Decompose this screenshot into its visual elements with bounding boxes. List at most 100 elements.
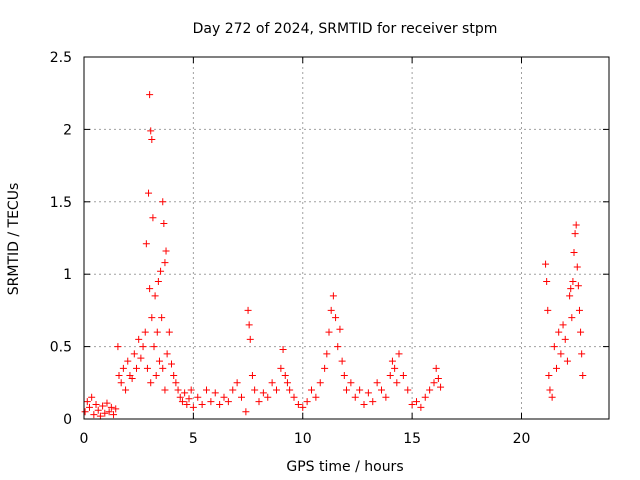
- data-point: [154, 277, 162, 285]
- x-tick-label: 0: [80, 431, 89, 447]
- data-point: [207, 398, 215, 406]
- data-point: [159, 198, 167, 206]
- data-point: [378, 386, 385, 394]
- data-point: [92, 401, 100, 409]
- axes: 0 5 10 15 20 0 0.5 1 1.5 2 2.5: [50, 50, 609, 447]
- data-point: [264, 393, 272, 401]
- data-point: [176, 393, 184, 401]
- data-point: [434, 374, 442, 382]
- y-tick-label: 1: [63, 267, 72, 283]
- data-point: [148, 314, 156, 322]
- data-point: [147, 379, 155, 387]
- data-point: [198, 401, 206, 409]
- data-point: [115, 372, 123, 380]
- data-point: [246, 335, 254, 343]
- y-tick-label: 2.5: [50, 50, 72, 66]
- data-point: [124, 357, 132, 365]
- data-point: [170, 372, 178, 380]
- data-point: [351, 393, 359, 401]
- data-point: [161, 259, 169, 267]
- data-point: [437, 383, 445, 391]
- y-tick-label: 1.5: [50, 195, 72, 211]
- data-point: [181, 389, 189, 397]
- data-point: [117, 379, 125, 387]
- data-point: [568, 314, 576, 322]
- data-point: [153, 328, 161, 336]
- data-point: [575, 306, 583, 314]
- data-point: [421, 393, 429, 401]
- data-point: [165, 328, 173, 336]
- data-point: [386, 372, 394, 380]
- data-point: [567, 285, 575, 293]
- data-point: [336, 325, 344, 333]
- data-point: [155, 357, 163, 365]
- data-point: [248, 372, 256, 380]
- data-point: [245, 321, 253, 329]
- data-point: [90, 411, 98, 419]
- x-tick-label: 15: [403, 431, 421, 447]
- x-tick-label: 10: [294, 431, 312, 447]
- data-point: [216, 401, 224, 409]
- data-point: [364, 389, 372, 397]
- data-point: [83, 398, 91, 406]
- data-point: [149, 214, 157, 222]
- data-point: [163, 350, 171, 358]
- data-point: [158, 314, 166, 322]
- data-point: [147, 127, 155, 135]
- data-point: [432, 364, 440, 372]
- data-point: [233, 379, 241, 387]
- data-point: [566, 292, 574, 300]
- data-point: [229, 386, 237, 394]
- data-point: [259, 389, 267, 397]
- y-tick-label: 2: [63, 122, 72, 138]
- x-tick-label: 20: [513, 431, 531, 447]
- data-point: [242, 408, 250, 416]
- data-point: [559, 321, 567, 329]
- data-point: [211, 389, 219, 397]
- data-point: [570, 248, 578, 256]
- data-point: [203, 386, 210, 394]
- data-point: [294, 401, 302, 409]
- data-point: [107, 403, 115, 411]
- data-point: [99, 402, 107, 410]
- data-point: [161, 386, 169, 394]
- x-tick-label: 5: [189, 431, 198, 447]
- data-point: [544, 306, 552, 314]
- data-point: [561, 335, 569, 343]
- data-point: [404, 386, 412, 394]
- data-point: [557, 350, 565, 358]
- data-point: [332, 314, 340, 322]
- data-point: [133, 364, 140, 372]
- data-point: [548, 393, 556, 401]
- data-point: [542, 260, 550, 268]
- data-point: [316, 379, 324, 387]
- data-point: [162, 247, 170, 255]
- data-point: [563, 357, 571, 365]
- data-point: [145, 189, 153, 197]
- data-point: [395, 350, 403, 358]
- data-point: [273, 386, 280, 394]
- data-point: [148, 136, 156, 144]
- data-point: [574, 282, 582, 290]
- data-point: [393, 379, 401, 387]
- data-point: [150, 343, 158, 351]
- data-point: [569, 277, 577, 285]
- data-point: [168, 360, 175, 368]
- data-point: [139, 343, 147, 351]
- data-point: [546, 386, 554, 394]
- data-point: [130, 350, 138, 358]
- data-point: [399, 372, 407, 380]
- data-point: [220, 393, 228, 401]
- data-point: [325, 328, 333, 336]
- data-point: [187, 386, 195, 394]
- data-point: [286, 386, 294, 394]
- data-point: [174, 386, 182, 394]
- data-point: [545, 372, 553, 380]
- data-point: [189, 403, 197, 411]
- data-point: [323, 350, 331, 358]
- data-point: [183, 401, 191, 409]
- grid-lines: [84, 57, 609, 419]
- data-point: [360, 401, 368, 409]
- data-point: [110, 411, 118, 419]
- data-point: [119, 364, 127, 372]
